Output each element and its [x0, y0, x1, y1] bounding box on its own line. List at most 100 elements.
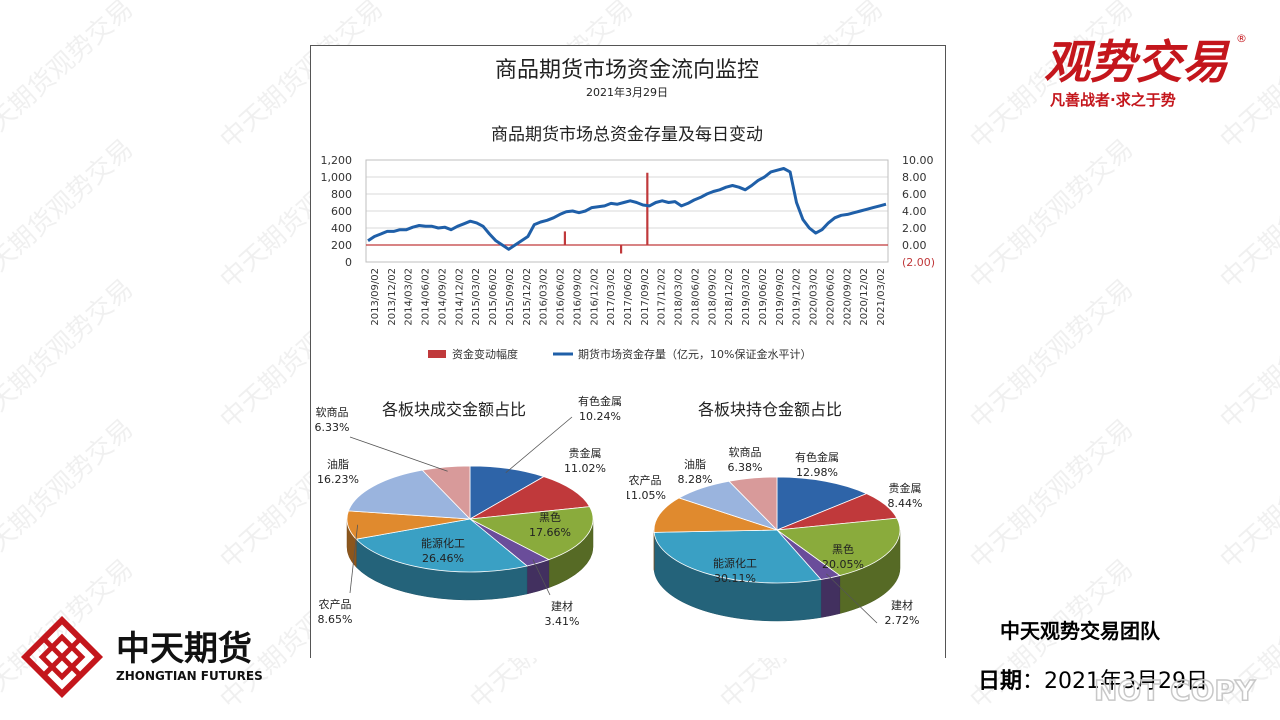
watermark-text: 中天期货观势交易 [965, 274, 1140, 435]
position-pie-chart: 有色金属 12.98% 贵金属 8.44% 黑色 20.05% 建材 2.72% 能源化工 30.… [627, 445, 923, 627]
y-left-tick: 600 [331, 205, 352, 218]
x-tick: 2016/12/02 [589, 268, 600, 326]
y-right-tick: 4.00 [902, 205, 927, 218]
x-tick: 2018/03/02 [674, 268, 685, 326]
pie-label-name: 贵金属 [889, 481, 922, 495]
pie-label-value: 8.28% [678, 473, 713, 486]
watermark-text: 中天期货观势交易 [965, 414, 1140, 575]
watermark-text: 中天期货观势交易 [965, 134, 1140, 295]
x-tick: 2015/12/02 [522, 268, 533, 326]
x-tick: 2017/03/02 [606, 268, 617, 326]
watermark-text: 中天期货观势交易 [1215, 414, 1280, 575]
pie-label-value: 16.23% [317, 473, 359, 486]
leader-line [349, 524, 359, 594]
pie2-title: 各板块持仓金额占比 [698, 400, 843, 419]
x-tick: 2013/12/02 [387, 268, 398, 326]
leader-line [349, 436, 448, 472]
x-tick: 2017/12/02 [657, 268, 668, 326]
pie-label-name: 贵金属 [569, 446, 602, 460]
x-tick: 2020/09/02 [842, 268, 853, 326]
pie-label-value: 8.65% [318, 613, 353, 626]
date-value: 2021年3月29日 [1044, 669, 1209, 694]
brand-logo: 观势交易 ® 凡善战者·求之于势 [1044, 32, 1247, 109]
x-tick: 2014/12/02 [454, 268, 465, 326]
pie-label-name: 软商品 [729, 445, 762, 459]
pie-slice-软商品 [421, 465, 471, 520]
date-separator: ： [1022, 669, 1045, 694]
pie1-title: 各板块成交金额占比 [382, 400, 527, 419]
pie-label-name: 油脂 [327, 457, 349, 471]
leader-line [532, 559, 551, 596]
pie-slice-黑色 [775, 517, 901, 576]
x-tick: 2016/03/02 [539, 268, 550, 326]
y-right-tick: 8.00 [902, 171, 927, 184]
plot-border [365, 159, 889, 263]
x-tick: 2015/06/02 [488, 268, 499, 326]
not-copy-mark: NOT COPY [1093, 673, 1256, 708]
pie-label-value: 8.44% [888, 497, 923, 510]
pie-slice-油脂 [347, 469, 472, 520]
x-tick: 2017/06/02 [623, 268, 634, 326]
x-tick: 2014/03/02 [404, 268, 415, 326]
company-logo: 中天期货 ZHONGTIAN FUTURES [20, 615, 263, 699]
legend-change-swatch [428, 350, 446, 358]
x-tick: 2014/09/02 [437, 268, 448, 326]
watermark-text: 中天期货观势交易 [0, 134, 139, 295]
watermark-text: 中天期货观势交易 [0, 0, 139, 155]
x-tick: 2017/09/02 [640, 268, 651, 326]
pie-label-name: 有色金属 [578, 395, 622, 408]
pie-slice-能源化工 [653, 529, 822, 584]
pie-label-value: 3.41% [545, 615, 580, 628]
x-tick: 2020/12/02 [859, 268, 870, 326]
pie-slice-贵金属 [469, 476, 591, 520]
y-right-tick: 10.00 [902, 154, 934, 167]
pie-label-name: 能源化工 [713, 556, 757, 570]
leader-line [826, 573, 878, 624]
stock-series-line [367, 167, 887, 251]
pie-label-value: 10.24% [579, 410, 621, 423]
legend-stock-label: 期货市场资金存量（亿元，10%保证金水平计） [578, 347, 811, 361]
x-tick: 2018/09/02 [707, 268, 718, 326]
brand-slogan: 凡善战者·求之于势 [1050, 91, 1176, 109]
y-left-tick: 1,000 [321, 171, 353, 184]
pie-label-value: 2.72% [885, 614, 920, 627]
pie-label-name: 黑色 [539, 510, 561, 524]
report-date: 2021年3月29日 [586, 86, 668, 99]
x-tick: 2016/09/02 [572, 268, 583, 326]
pie-label-value: 11.05% [627, 489, 666, 502]
logo-name-cn: 中天期货 [116, 629, 252, 669]
pie-label-value: 12.98% [796, 466, 838, 479]
pie-slice-软商品 [728, 476, 778, 531]
footer-date: 日期：2021年3月29日 [978, 663, 1208, 695]
x-tick: 2018/06/02 [690, 268, 701, 326]
logo-emblem-icon [20, 615, 104, 699]
team-name: 中天观势交易团队 [1000, 619, 1160, 643]
pie-label-value: 11.02% [564, 462, 606, 475]
pie-label-value: 6.33% [315, 421, 350, 434]
brand-name: 观势交易 [1044, 35, 1231, 89]
pie-label-name: 黑色 [832, 542, 854, 556]
y-right-tick: 6.00 [902, 188, 927, 201]
line-chart-title: 商品期货市场总资金存量及每日变动 [491, 125, 763, 145]
x-tick: 2015/03/02 [471, 268, 482, 326]
x-tick: 2020/03/02 [809, 268, 820, 326]
y-left-tick: 400 [331, 222, 352, 235]
pie-slice-有色金属 [469, 465, 545, 520]
watermark-text: 中天期货观势交易 [1215, 274, 1280, 435]
capital-line-chart: 0 200 400 600 800 1,000 1,200 (2.00) 0.00 2.00 4.0… [321, 154, 936, 361]
pie-label-name: 有色金属 [795, 450, 839, 464]
y-right-tick: 0.00 [902, 239, 927, 252]
pie-label-name: 农产品 [319, 597, 352, 611]
x-tick: 2019/09/02 [775, 268, 786, 326]
x-tick: 2021/03/02 [876, 268, 887, 326]
x-tick: 2018/12/02 [724, 268, 735, 326]
pie-slice-能源化工 [355, 518, 528, 573]
watermark-text: 中天期货观势交易 [1215, 134, 1280, 295]
x-tick: 2019/03/02 [741, 268, 752, 326]
y-right-tick: 2.00 [902, 222, 927, 235]
pie-label-value: 26.46% [422, 552, 464, 565]
pie-label-value: 20.05% [822, 558, 864, 571]
date-label: 日期 [978, 669, 1023, 694]
page-title: 商品期货市场资金流向监控 [494, 58, 759, 83]
logo-name-en: ZHONGTIAN FUTURES [116, 669, 263, 683]
